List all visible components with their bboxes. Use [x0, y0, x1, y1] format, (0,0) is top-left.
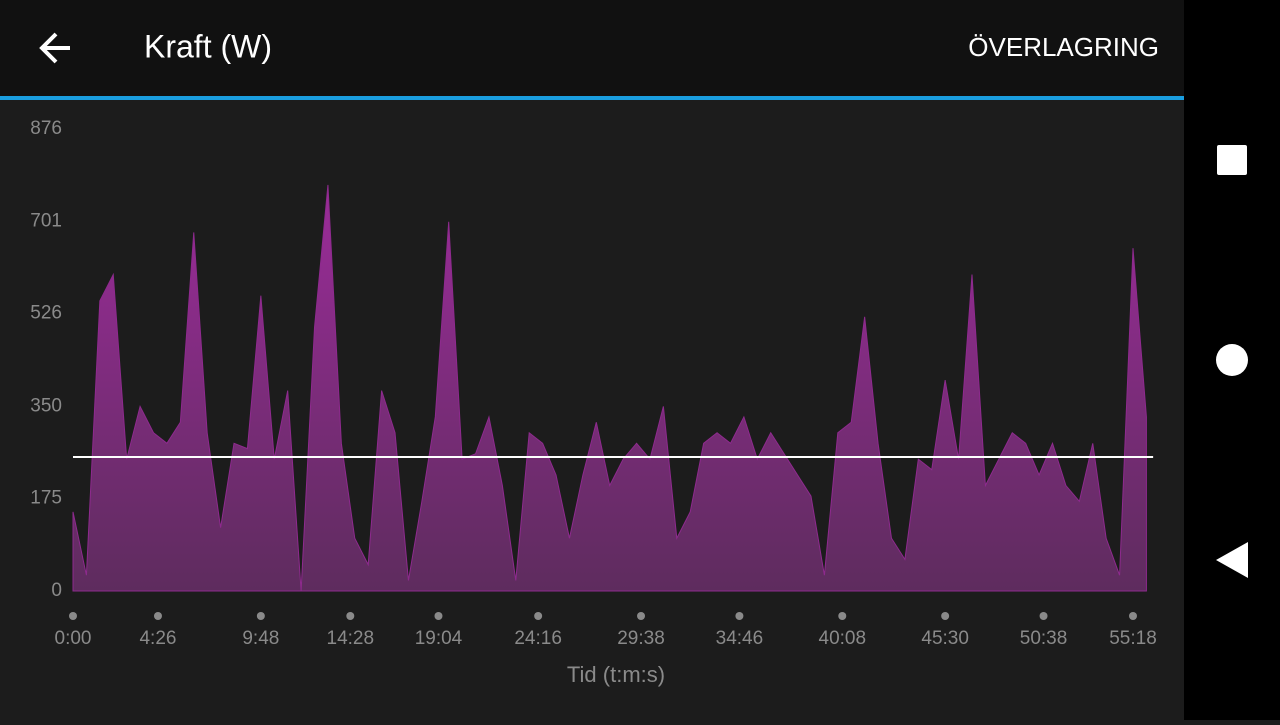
y-tick-label: 876 [30, 118, 62, 139]
back-button[interactable] [39, 32, 70, 64]
x-tick-dot [153, 612, 162, 620]
y-tick-label: 701 [30, 210, 62, 231]
x-tick-label: 40:08 [819, 628, 867, 649]
x-tick-label: 24:16 [514, 628, 562, 649]
x-tick-dot [256, 612, 265, 620]
y-tick-label: 526 [30, 303, 62, 324]
x-tick-label: 45:30 [921, 628, 969, 649]
home-button[interactable] [1216, 344, 1248, 376]
back-nav-button[interactable] [1216, 542, 1248, 578]
x-tick-dot [941, 612, 950, 620]
x-tick-dot [534, 612, 543, 620]
x-tick-label: 55:18 [1109, 628, 1157, 649]
recents-button[interactable] [1217, 145, 1247, 175]
overlay-button[interactable]: ÖVERLAGRING [968, 32, 1159, 62]
y-tick-label: 175 [30, 488, 62, 509]
x-tick-label: 50:38 [1020, 628, 1068, 649]
power-area [72, 184, 1147, 592]
header-underline [0, 96, 1184, 100]
chart: 0 175 350 526 701 876 0:00 4:26 9:48 14:28 19:04 24… [30, 118, 1156, 649]
x-tick-label: 14:28 [327, 628, 375, 649]
x-tick-dot [69, 612, 77, 620]
x-tick-dot [1039, 612, 1048, 620]
y-tick-label: 0 [51, 580, 62, 601]
x-tick-label: 4:26 [139, 628, 176, 649]
x-tick-label: 29:38 [617, 628, 665, 649]
x-tick-label: 0:00 [55, 628, 92, 649]
x-tick-dot [735, 612, 744, 620]
x-axis-title: Tid (t:m:s) [567, 662, 665, 687]
x-tick-dot [346, 612, 355, 620]
y-tick-label: 350 [30, 395, 62, 416]
x-tick-label: 9:48 [242, 628, 279, 649]
header [0, 0, 1184, 96]
x-tick-label: 19:04 [415, 628, 463, 649]
x-tick-dot [1129, 612, 1137, 620]
x-tick-dot [637, 612, 646, 620]
x-tick-dot [838, 612, 847, 620]
x-tick-label: 34:46 [716, 628, 764, 649]
header-title: Kraft (W) [144, 28, 272, 64]
x-tick-dot [434, 612, 443, 620]
